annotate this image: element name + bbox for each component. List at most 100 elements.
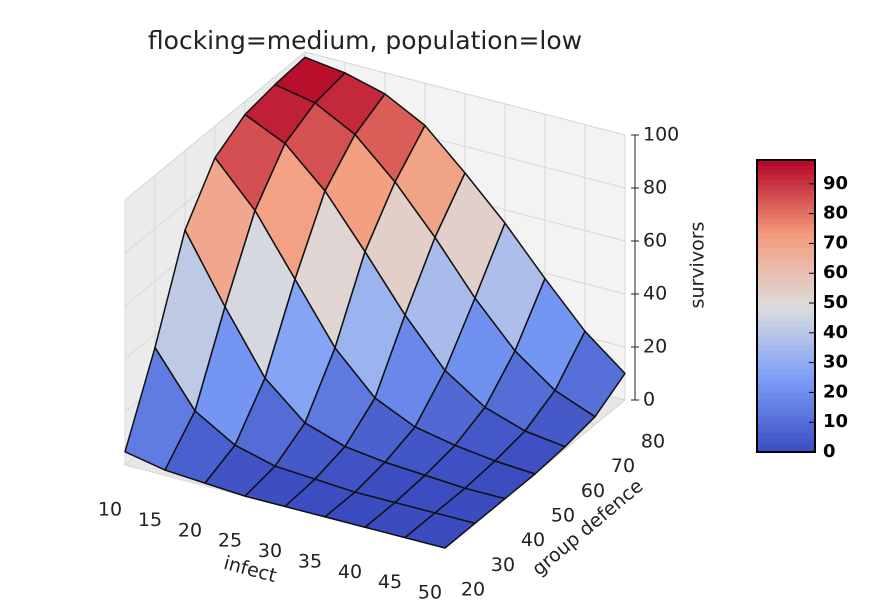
x-tick-label: 50	[418, 582, 442, 604]
colorbar-band	[757, 447, 815, 453]
colorbar-band	[757, 184, 815, 190]
colorbar-band	[757, 349, 815, 356]
colorbar-band	[757, 383, 815, 390]
colorbar-band	[757, 276, 815, 283]
x-tick-label: 20	[178, 519, 202, 541]
colorbar-band	[757, 271, 815, 278]
colorbar-band	[757, 286, 815, 292]
colorbar-band	[757, 340, 815, 346]
y-tick-label: 70	[611, 455, 635, 477]
colorbar-band	[757, 164, 815, 171]
colorbar-band	[757, 398, 815, 404]
colorbar-band	[757, 379, 815, 385]
colorbar-band	[757, 169, 815, 176]
colorbar-band	[757, 403, 815, 409]
colorbar-tick-label: 90	[823, 173, 848, 194]
colorbar-band	[757, 198, 815, 205]
z-tick-label: 60	[643, 230, 667, 252]
y-tick-label: 20	[461, 579, 485, 601]
colorbar-band	[757, 427, 815, 434]
x-tick-label: 15	[138, 509, 162, 531]
z-tick-label: 40	[643, 283, 667, 305]
colorbar: 0 10 20 30 40 50 60 70 80 90	[756, 159, 848, 462]
colorbar-band	[757, 335, 815, 341]
colorbar-band	[757, 291, 815, 297]
colorbar-tick-label: 80	[823, 203, 848, 224]
colorbar-band	[757, 179, 815, 185]
colorbar-band	[757, 359, 815, 365]
colorbar-band	[757, 233, 815, 239]
colorbar-tick-label: 10	[823, 411, 848, 432]
colorbar-band	[757, 330, 815, 336]
colorbar-band	[757, 228, 815, 234]
colorbar-tick-label: 20	[823, 381, 848, 402]
x-tick-label: 30	[258, 540, 282, 562]
x-tick-label: 35	[298, 550, 322, 572]
colorbar-band	[757, 354, 815, 361]
colorbar-band	[757, 301, 815, 307]
colorbar-tick-label: 0	[823, 441, 836, 462]
colorbar-band	[757, 306, 815, 312]
x-tick-label: 25	[218, 530, 242, 552]
colorbar-band	[757, 369, 815, 375]
colorbar-band	[757, 325, 815, 331]
colorbar-band	[757, 422, 815, 429]
grid-line	[124, 51, 306, 201]
colorbar-band	[757, 374, 815, 380]
colorbar-band	[757, 364, 815, 370]
colorbar-band	[757, 388, 815, 395]
colorbar-band	[757, 242, 815, 249]
chart-title: flocking=medium, population=low	[148, 26, 582, 55]
z-tick-label: 20	[643, 336, 667, 358]
colorbar-tick-label: 50	[823, 292, 848, 313]
y-tick-label: 60	[581, 480, 605, 502]
colorbar-band	[757, 296, 815, 302]
colorbar-band	[757, 252, 815, 258]
y-tick-label: 50	[551, 505, 575, 527]
x-tick-label: 45	[378, 571, 402, 593]
colorbar-tick-label: 70	[823, 232, 848, 253]
colorbar-band	[757, 310, 815, 317]
colorbar-band	[757, 344, 815, 351]
colorbar-band	[757, 247, 815, 253]
z-tick-label: 80	[643, 177, 667, 199]
z-tick-label: 0	[643, 389, 655, 411]
colorbar-band	[757, 213, 815, 219]
y-tick-label: 40	[521, 529, 545, 551]
y-tick-label: 30	[491, 554, 515, 576]
colorbar-band	[757, 189, 815, 195]
colorbar-tick-label: 30	[823, 352, 848, 373]
colorbar-tick-label: 40	[823, 322, 848, 343]
colorbar-band	[757, 267, 815, 273]
colorbar-band	[757, 174, 815, 180]
surface-cell	[404, 512, 476, 549]
colorbar-band	[757, 320, 815, 326]
colorbar-band	[757, 442, 815, 448]
colorbar-band	[757, 208, 815, 215]
grid-line	[304, 51, 626, 136]
x-tick-label: 40	[338, 561, 362, 583]
colorbar-band	[757, 315, 815, 322]
colorbar-band	[757, 393, 815, 399]
colorbar-band	[757, 160, 815, 166]
z-axis-label: survivors	[687, 222, 709, 309]
surface	[124, 56, 626, 549]
colorbar-band	[757, 281, 815, 288]
colorbar-band	[757, 408, 815, 414]
y-tick-label: 80	[641, 431, 665, 453]
z-tick-label: 100	[643, 124, 679, 146]
colorbar-band	[757, 262, 815, 268]
colorbar-band	[757, 437, 815, 443]
colorbar-band	[757, 432, 815, 438]
colorbar-band	[757, 194, 815, 200]
colorbar-band	[757, 237, 815, 244]
colorbar-band	[757, 417, 815, 424]
colorbar-tick-label: 60	[823, 262, 848, 283]
colorbar-band	[757, 257, 815, 263]
colorbar-band	[757, 203, 815, 210]
colorbar-band	[757, 413, 815, 419]
x-tick-label: 10	[98, 499, 122, 521]
colorbar-band	[757, 218, 815, 224]
colorbar-frame	[756, 159, 816, 453]
